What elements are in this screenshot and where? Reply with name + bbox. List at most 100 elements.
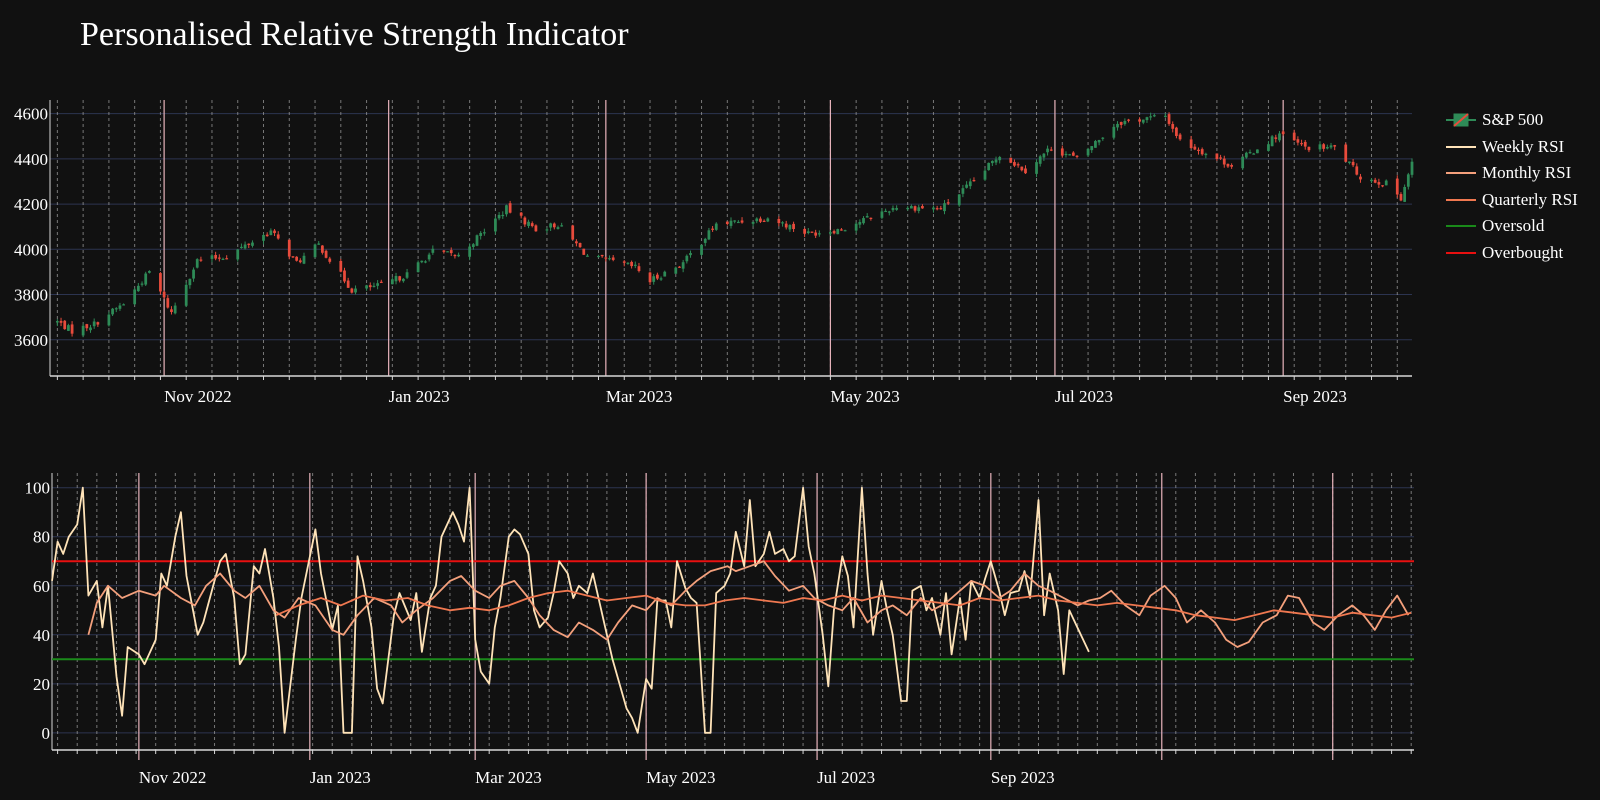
candle	[1141, 119, 1145, 125]
candle	[1403, 184, 1407, 203]
candle	[420, 260, 424, 264]
candle-body	[1163, 115, 1167, 117]
candle	[188, 278, 192, 289]
candle	[1329, 142, 1333, 150]
legend-label: Quarterly RSI	[1482, 189, 1578, 209]
candle	[1226, 163, 1230, 168]
candle-body	[523, 217, 527, 225]
candle	[287, 239, 291, 260]
candle	[582, 248, 586, 255]
candle-body	[1167, 114, 1171, 124]
candle-body	[792, 223, 795, 230]
candle-body	[884, 210, 887, 213]
candle-body	[1222, 158, 1226, 165]
candle-body	[442, 250, 446, 252]
candle-body	[1197, 149, 1200, 151]
candle	[1094, 139, 1097, 148]
candle	[173, 302, 177, 315]
candle	[792, 221, 795, 232]
candle-body	[725, 221, 729, 224]
candle	[865, 213, 869, 218]
candle	[55, 319, 59, 327]
candle	[1300, 139, 1303, 147]
candle-body	[527, 221, 530, 226]
candle	[600, 254, 604, 258]
price-x-tick-label: Sep 2023	[1283, 387, 1347, 406]
legend-item: S&P 500	[1446, 107, 1578, 134]
candle	[586, 253, 589, 257]
candle-body	[1270, 136, 1274, 147]
candle-body	[784, 223, 788, 228]
candle-body	[236, 249, 240, 260]
candle	[994, 156, 998, 166]
candle	[1178, 132, 1182, 141]
candle-body	[858, 222, 862, 225]
monthly-rsi-line	[87, 560, 1410, 648]
candle-body	[700, 244, 703, 255]
weekly-rsi-line	[51, 486, 1090, 734]
candle-body	[637, 266, 641, 271]
candle	[1024, 165, 1027, 174]
candle-body	[575, 241, 578, 244]
candle-body	[586, 255, 589, 257]
legend-item: Oversold	[1446, 213, 1578, 240]
candle	[1064, 151, 1068, 158]
candle-body	[895, 208, 899, 210]
candle-body	[1410, 161, 1414, 175]
candle-body	[148, 271, 151, 273]
candle	[817, 230, 821, 237]
candle	[1101, 137, 1105, 141]
candle-body	[755, 218, 759, 222]
candle-body	[913, 206, 917, 211]
candle-body	[630, 261, 633, 267]
candle	[70, 321, 74, 337]
legend-label: Oversold	[1482, 216, 1545, 236]
candle	[214, 251, 218, 261]
candle-body	[1226, 163, 1230, 167]
legend-swatch	[1446, 172, 1476, 175]
candle	[59, 317, 63, 327]
candle-body	[449, 250, 453, 254]
candle-body	[346, 280, 350, 288]
candle	[159, 272, 162, 295]
candle	[199, 256, 203, 262]
candle	[1193, 143, 1197, 151]
candle-body	[188, 278, 192, 286]
candle	[1020, 166, 1024, 172]
candle-body	[611, 257, 615, 260]
rsi-x-tick-label: Nov 2022	[139, 768, 207, 787]
candle-body	[1060, 148, 1064, 156]
candle	[880, 208, 884, 220]
candle	[519, 211, 523, 219]
candle-body	[1024, 168, 1027, 174]
candle-body	[972, 179, 976, 182]
candle	[700, 244, 703, 257]
candle	[96, 321, 100, 327]
candle	[840, 228, 843, 231]
candle-body	[810, 231, 814, 233]
candle-body	[63, 320, 67, 330]
candle-body	[633, 264, 637, 266]
candle-body	[1013, 162, 1016, 166]
candle-body	[1300, 143, 1303, 145]
candle-body	[251, 242, 254, 246]
candle-body	[939, 208, 943, 210]
candle-body	[140, 283, 144, 285]
candle	[1270, 135, 1274, 147]
candle-body	[1403, 186, 1407, 202]
candle-body	[1009, 157, 1013, 163]
price-y-tick-label: 4200	[14, 195, 48, 214]
candle	[637, 262, 641, 273]
candle	[1189, 135, 1193, 149]
candle	[685, 254, 689, 264]
candle-body	[424, 261, 427, 263]
candle	[968, 178, 972, 190]
candle-body	[740, 220, 744, 223]
candle-body	[921, 206, 924, 209]
rsi-y-tick-label: 80	[33, 528, 50, 547]
candle-body	[321, 245, 324, 253]
candle-body	[1097, 139, 1101, 143]
candle	[313, 243, 317, 258]
candle-body	[597, 255, 600, 258]
candle-body	[534, 225, 538, 232]
